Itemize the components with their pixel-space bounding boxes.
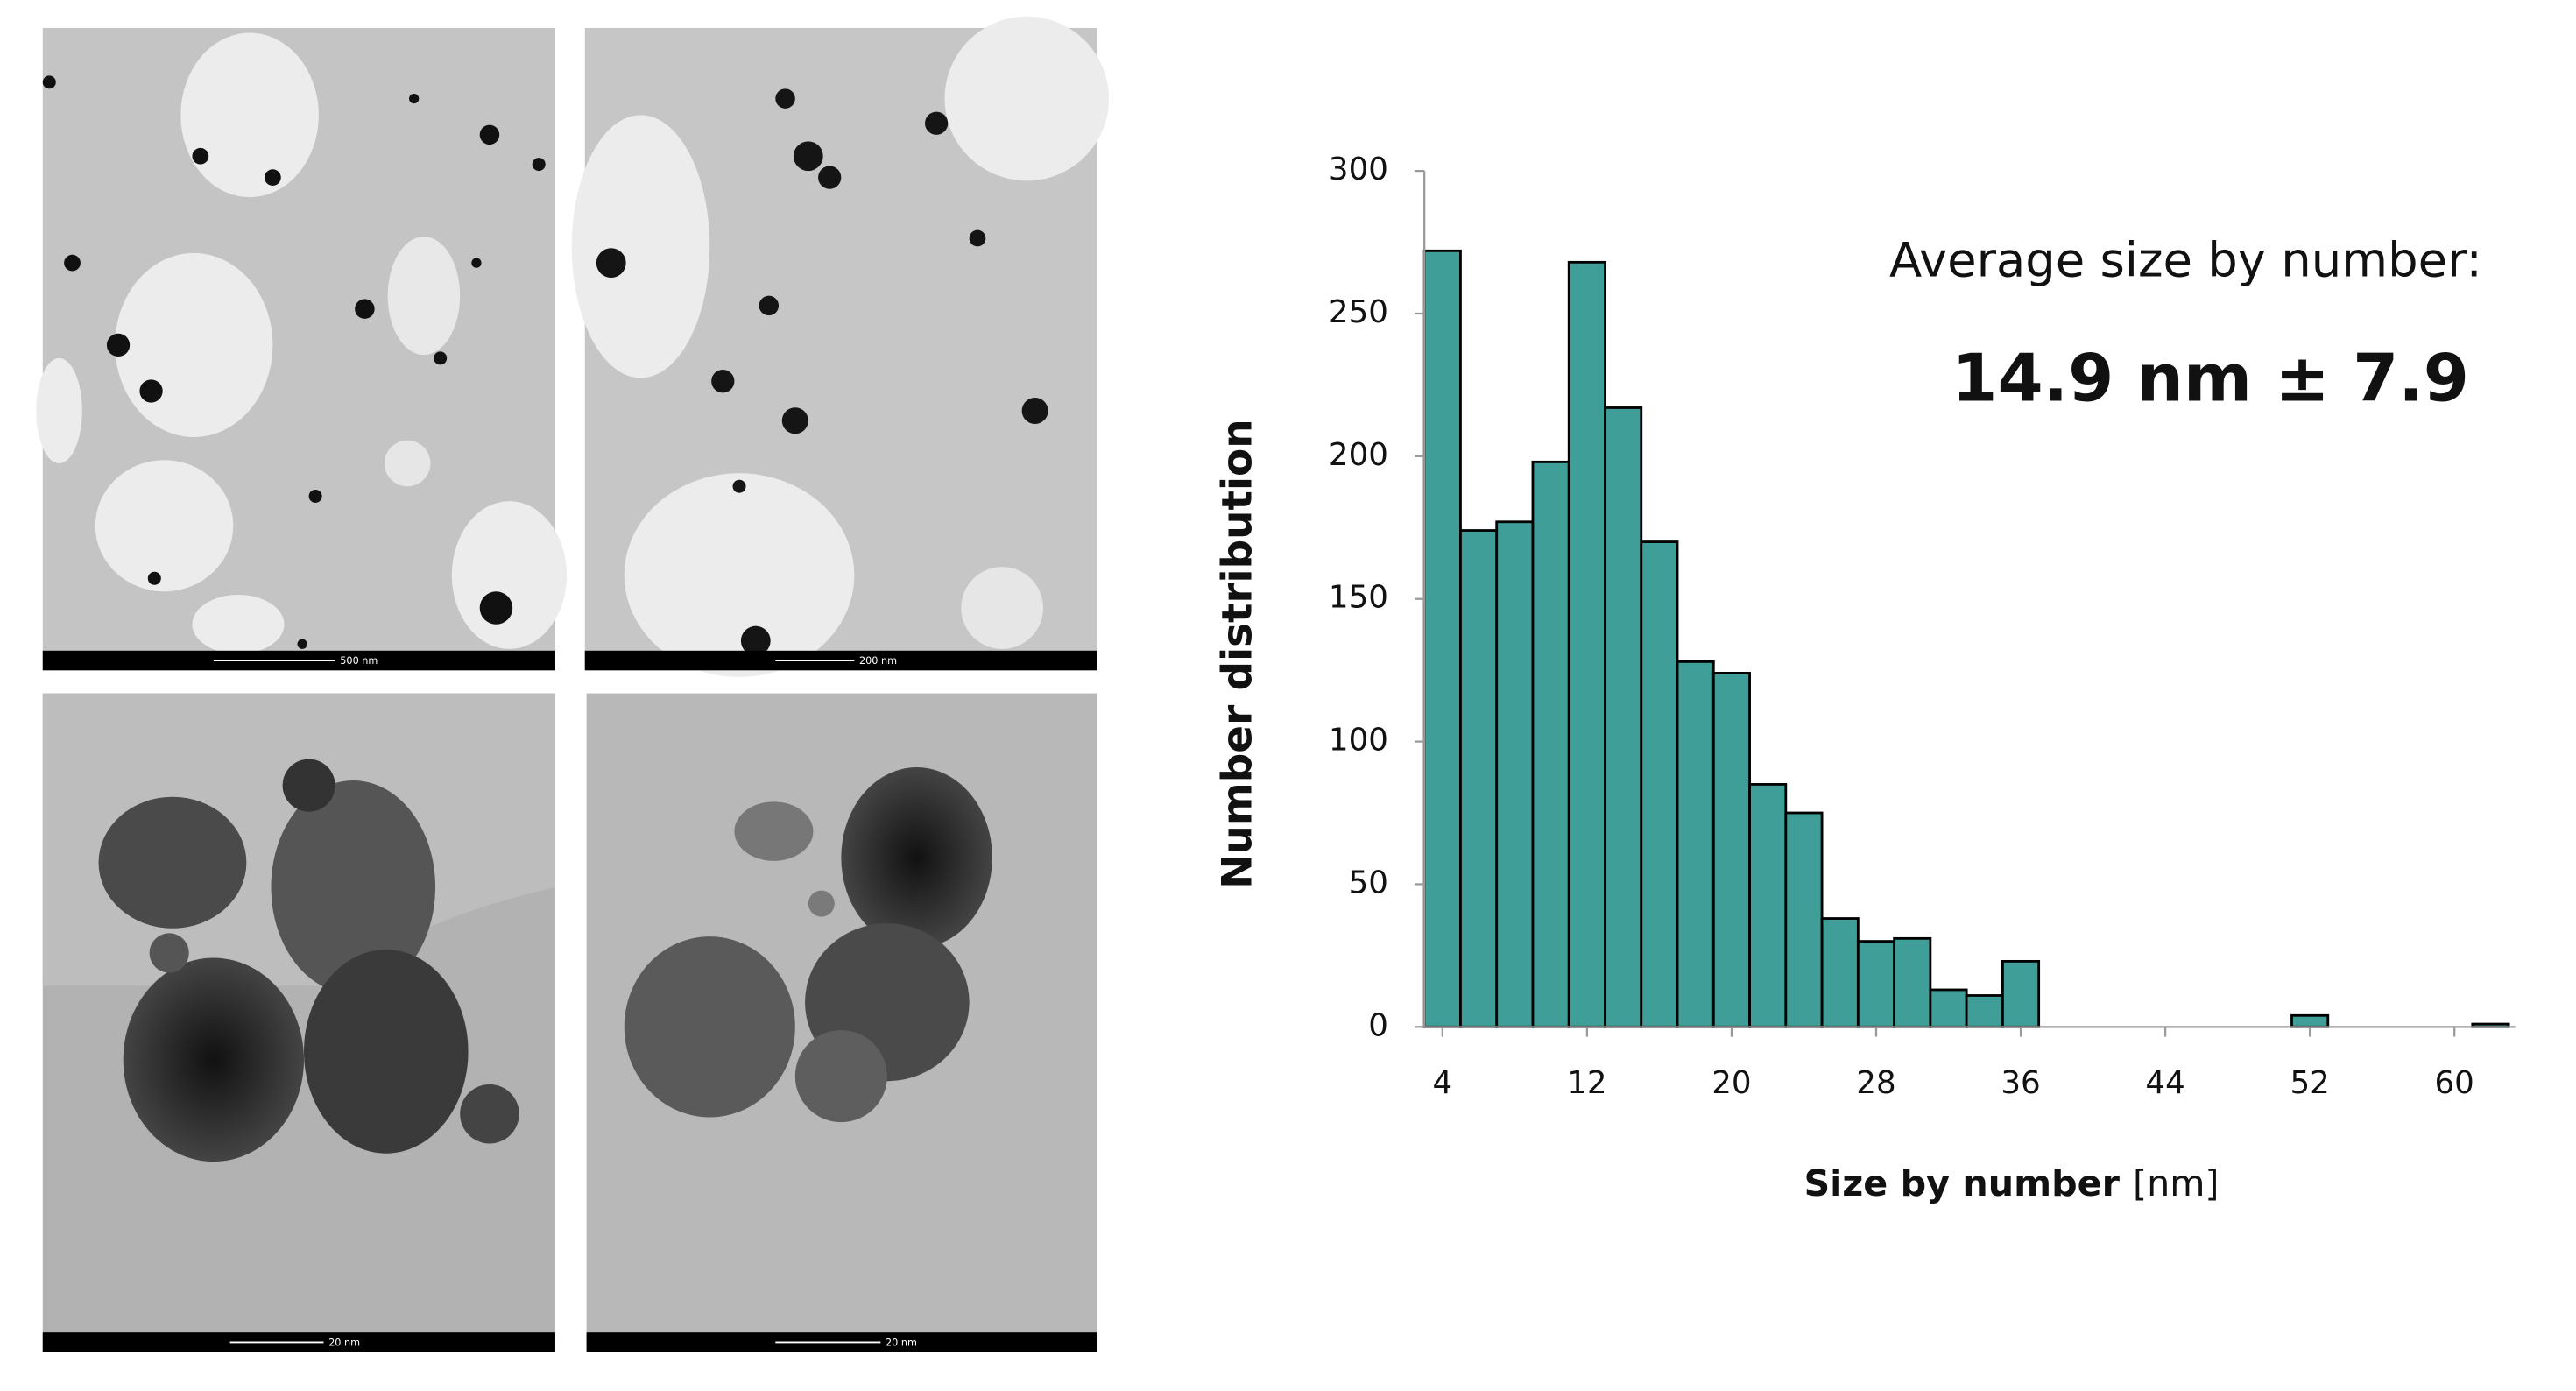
hole bbox=[36, 357, 82, 463]
hole bbox=[115, 252, 273, 437]
bar bbox=[1893, 936, 1932, 1028]
y-axis-label: Number distribution bbox=[1214, 419, 1262, 888]
hole bbox=[387, 237, 461, 356]
scale-label: 20 nm bbox=[328, 1337, 360, 1348]
bar bbox=[1929, 988, 1968, 1028]
x-tick-label: 44 bbox=[2145, 1065, 2184, 1101]
particle bbox=[271, 780, 436, 994]
x-axis-label-unit: [nm] bbox=[2133, 1162, 2220, 1204]
hole bbox=[451, 501, 568, 649]
bar bbox=[1820, 917, 1860, 1028]
y-tick-label: 100 bbox=[1329, 723, 1388, 759]
scale-label: 200 nm bbox=[859, 655, 897, 667]
bar bbox=[1422, 249, 1462, 1028]
particles bbox=[42, 75, 546, 649]
x-tick-label: 28 bbox=[1856, 1065, 1895, 1101]
bar bbox=[1531, 460, 1570, 1028]
x-axis-label-main: Size by number bbox=[1803, 1162, 2120, 1204]
bar bbox=[2290, 1013, 2330, 1028]
y-tick-label: 50 bbox=[1349, 865, 1388, 900]
y-tick-label: 250 bbox=[1329, 294, 1388, 330]
y-tick-label: 0 bbox=[1368, 1007, 1388, 1043]
particle bbox=[734, 801, 814, 861]
particle bbox=[808, 890, 835, 917]
particle bbox=[282, 759, 335, 812]
bar bbox=[1748, 783, 1788, 1028]
hole bbox=[384, 440, 431, 487]
bar bbox=[1567, 260, 1606, 1028]
hole bbox=[944, 16, 1110, 181]
bar bbox=[1676, 660, 1715, 1028]
x-tick-label: 12 bbox=[1567, 1065, 1606, 1101]
tem-image: 20 nm bbox=[42, 693, 555, 1352]
x-axis-label: Size by number [nm] bbox=[1803, 1162, 2219, 1204]
x-tick-label: 36 bbox=[2001, 1065, 2040, 1101]
hole bbox=[571, 115, 710, 378]
tem-image: 200 nm bbox=[571, 16, 1110, 677]
plot: 0 50 100 150 200 250 300 4 12 20 28 36 44 52 60 bbox=[1329, 152, 2516, 1101]
x-tick-label: 52 bbox=[2290, 1065, 2329, 1101]
x-tick-label: 60 bbox=[2435, 1065, 2474, 1101]
y-tick-label: 200 bbox=[1329, 437, 1388, 473]
particle bbox=[841, 766, 992, 949]
scale-label: 500 nm bbox=[340, 655, 378, 667]
bar bbox=[1640, 540, 1679, 1028]
hole bbox=[961, 567, 1044, 649]
particle bbox=[98, 796, 247, 929]
bar bbox=[1965, 994, 2004, 1028]
particle bbox=[460, 1084, 519, 1144]
hole bbox=[180, 32, 319, 198]
bar bbox=[1604, 406, 1643, 1028]
particle bbox=[123, 957, 304, 1162]
hole bbox=[624, 473, 855, 677]
particle bbox=[624, 936, 795, 1118]
particle bbox=[149, 933, 189, 973]
bar bbox=[1495, 520, 1535, 1028]
bar bbox=[2001, 959, 2041, 1028]
bar bbox=[1711, 671, 1751, 1028]
bar bbox=[1459, 529, 1499, 1028]
hole bbox=[192, 595, 285, 654]
annotation: Average size by number: bbox=[1889, 232, 2482, 287]
scale-label: 20 nm bbox=[886, 1337, 917, 1348]
particles bbox=[596, 88, 1048, 656]
particle bbox=[303, 950, 469, 1154]
y-tick-label: 300 bbox=[1329, 152, 1388, 187]
tem-image: 500 nm bbox=[36, 27, 568, 671]
tem-image: 20 nm bbox=[586, 693, 1097, 1352]
hole bbox=[95, 460, 234, 592]
bar bbox=[1856, 940, 1896, 1028]
x-tick-label: 20 bbox=[1711, 1065, 1751, 1101]
bar bbox=[1784, 811, 1824, 1028]
particle bbox=[794, 1030, 887, 1123]
x-tick-label: 4 bbox=[1432, 1065, 1452, 1101]
y-tick-label: 150 bbox=[1329, 580, 1388, 616]
annotation: 14.9 nm ± 7.9 bbox=[1951, 340, 2469, 417]
